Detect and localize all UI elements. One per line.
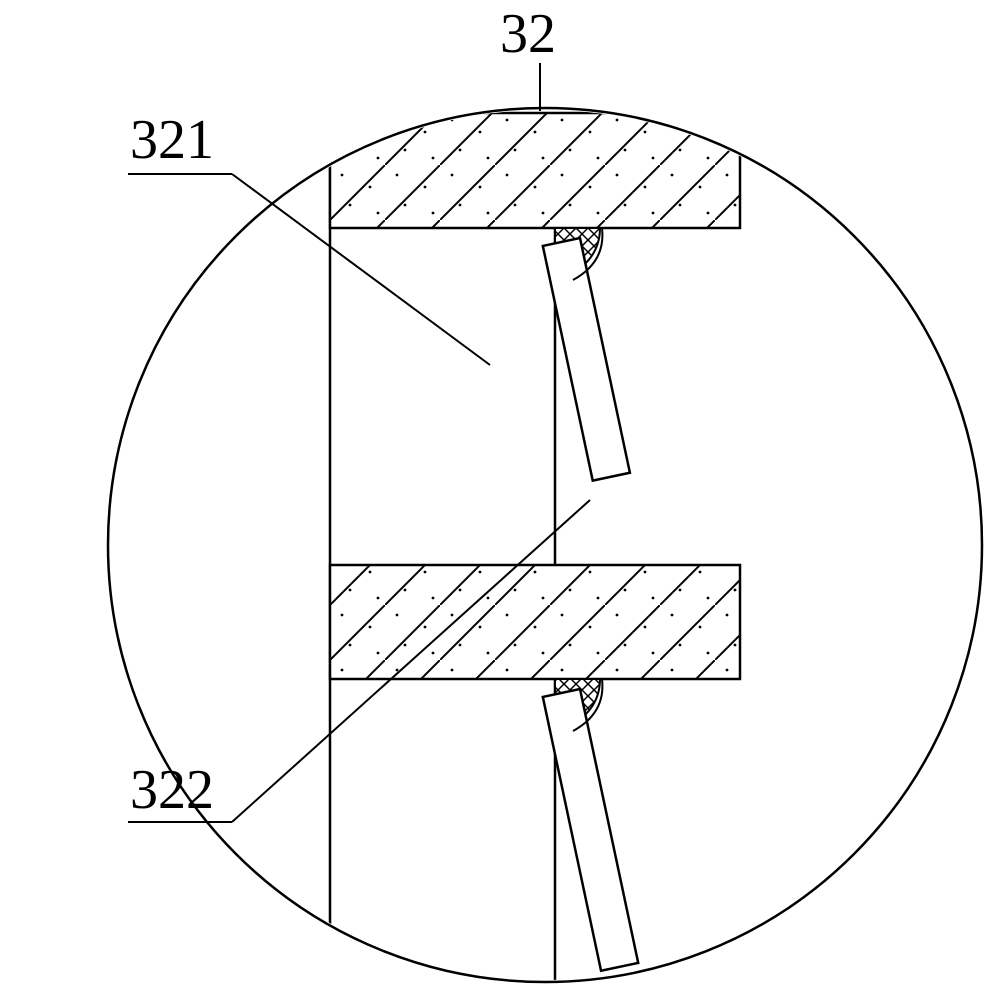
label-321: 321 xyxy=(130,108,214,172)
label-322: 322 xyxy=(130,758,214,822)
middle-bracket xyxy=(330,565,740,679)
lower-flap xyxy=(543,689,638,971)
label-32: 32 xyxy=(500,2,556,66)
engineering-diagram: 32 321 322 xyxy=(0,0,1000,997)
upper-bracket xyxy=(330,113,740,228)
detail-circle xyxy=(108,108,982,982)
